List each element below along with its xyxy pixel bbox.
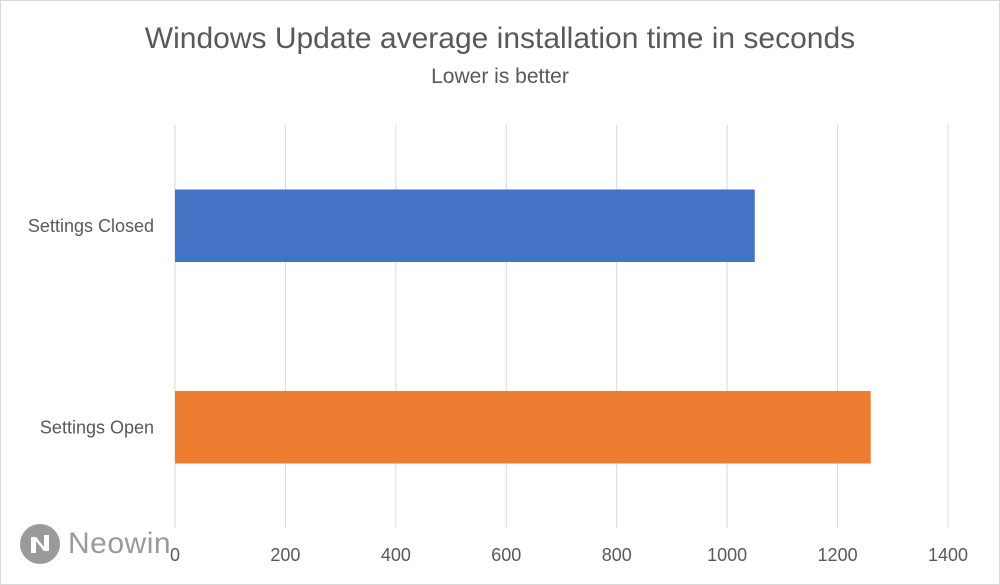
chart-subtitle: Lower is better [431, 65, 569, 88]
category-label: Settings Closed [28, 216, 154, 236]
gridlines [174, 125, 949, 528]
x-tick-labels: 0 200 400 600 800 1000 1200 1400 [170, 545, 968, 565]
category-label: Settings Open [40, 417, 154, 437]
x-tick-label: 600 [491, 545, 521, 565]
x-tick-label: 0 [170, 545, 180, 565]
x-tick-label: 1000 [707, 545, 747, 565]
watermark-text: Neowin [68, 527, 172, 560]
x-tick-label: 200 [270, 545, 300, 565]
x-tick-label: 1200 [818, 545, 858, 565]
chart-title: Windows Update average installation time… [144, 22, 856, 55]
bar-settings-closed [175, 189, 755, 263]
x-tick-label: 400 [381, 545, 411, 565]
x-tick-label: 800 [602, 545, 632, 565]
bars [175, 189, 871, 464]
category-labels: Settings Closed Settings Open [28, 216, 154, 438]
watermark: Neowin [18, 522, 171, 566]
x-tick-label: 1400 [928, 545, 968, 565]
neowin-logo-icon [20, 524, 60, 564]
bar-settings-open [175, 390, 871, 464]
